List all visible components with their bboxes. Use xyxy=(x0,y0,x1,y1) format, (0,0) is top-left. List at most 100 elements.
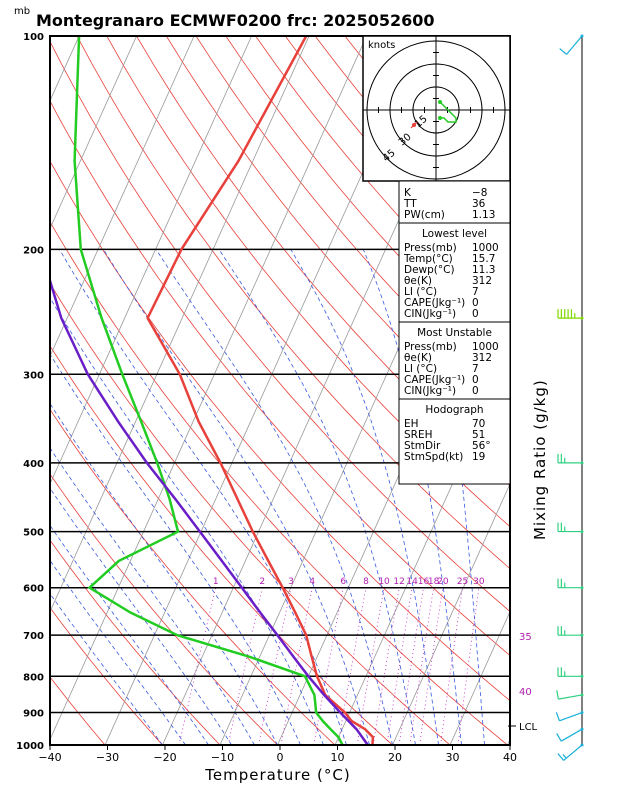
index-label: θe(K) xyxy=(404,352,432,364)
hodograph-trace xyxy=(439,101,457,123)
mixing-ratio-label: 14 xyxy=(406,577,418,587)
storm-motion-tick xyxy=(410,121,418,129)
wind-barb-flag xyxy=(557,753,565,761)
wind-barb-base xyxy=(580,711,584,715)
hodograph-point xyxy=(438,100,442,104)
index-label: StmSpd(kt) xyxy=(404,451,463,463)
table-section-heading: Most Unstable xyxy=(417,327,492,339)
index-label: SREH xyxy=(404,429,433,441)
wind-barb-staff xyxy=(558,694,583,700)
index-label: LI (°C) xyxy=(404,286,437,298)
x-tick-label: 30 xyxy=(446,751,460,764)
index-label: θe(K) xyxy=(404,275,432,287)
index-value: −8 xyxy=(472,187,487,199)
y-tick-label: 300 xyxy=(23,370,44,381)
theta-e-label: 40 xyxy=(519,687,532,698)
index-label: PW(cm) xyxy=(404,209,445,221)
table-section-heading: Lowest level xyxy=(422,228,487,240)
isotherm xyxy=(0,36,22,745)
wind-barb-flag xyxy=(559,48,567,55)
dry-adiabat xyxy=(50,607,163,745)
index-value: 312 xyxy=(472,275,492,287)
profile-parcel xyxy=(50,276,369,745)
dry-adiabat xyxy=(50,40,510,613)
x-tick-label: −10 xyxy=(211,751,234,764)
profile-dewpoint xyxy=(73,36,344,745)
mixing-ratio-label: 2 xyxy=(259,577,265,587)
mixing-ratio-axis-title: Mixing Ratio (g/kg) xyxy=(531,379,549,540)
wind-barb-base xyxy=(580,586,584,590)
wind-barb-base xyxy=(580,674,584,678)
wind-barb-profile xyxy=(555,34,584,761)
x-axis-title: Temperature (°C) xyxy=(204,766,350,784)
y-tick-label: 800 xyxy=(23,672,44,683)
wind-barb-staff xyxy=(560,728,583,742)
wind-barb-base xyxy=(580,633,584,637)
mixing-ratio-label: 1 xyxy=(213,577,219,587)
mixing-ratio-label: 8 xyxy=(363,577,369,587)
wind-barb-base xyxy=(580,693,584,697)
table-section-heading: Hodograph xyxy=(425,404,483,416)
wind-barb-staff xyxy=(566,35,583,55)
index-value: 19 xyxy=(472,451,485,463)
wind-barb-flag xyxy=(555,712,561,721)
index-label: CIN(Jkg⁻¹) xyxy=(404,385,456,397)
index-label: EH xyxy=(404,418,419,430)
index-value: 312 xyxy=(472,352,492,364)
index-value: 56° xyxy=(472,440,491,452)
dry-adiabat xyxy=(76,36,510,570)
index-value: 36 xyxy=(472,198,486,210)
isotherm xyxy=(50,36,252,485)
wind-barb-base xyxy=(580,727,584,731)
wind-barb-base xyxy=(580,743,584,747)
dry-adiabat xyxy=(136,36,510,487)
wind-barb-staff xyxy=(559,711,583,722)
dry-adiabat xyxy=(50,408,336,745)
mixing-ratio-label: 16 xyxy=(418,577,430,587)
wind-barb-base xyxy=(580,316,584,320)
index-value: 0 xyxy=(472,308,479,320)
theta-e-label: 35 xyxy=(519,632,532,643)
mixing-ratio-line xyxy=(227,587,263,745)
pressure-unit-label: mb xyxy=(14,6,30,17)
dry-adiabat xyxy=(50,539,221,745)
mixing-ratio-label: 4 xyxy=(309,577,315,587)
chart-title: Montegranaro ECMWF0200 frc: 2025052600 xyxy=(36,11,435,30)
mixing-ratio-label: 18 xyxy=(428,577,440,587)
mixing-ratio-line xyxy=(280,587,313,745)
index-label: StmDir xyxy=(404,440,441,452)
dry-adiabat xyxy=(50,100,510,657)
index-label: K xyxy=(404,187,412,199)
wind-barb-base xyxy=(580,34,584,38)
y-tick-label: 400 xyxy=(23,459,44,470)
mixing-ratio-label: 20 xyxy=(437,577,449,587)
x-tick-label: 40 xyxy=(503,751,517,764)
isotherm xyxy=(50,36,310,613)
mixing-ratio-label: 6 xyxy=(340,577,346,587)
moist-adiabat xyxy=(218,249,416,745)
wind-barb-flag xyxy=(556,690,559,700)
index-label: Dewp(°C) xyxy=(404,264,455,276)
y-tick-label: 100 xyxy=(23,32,44,43)
x-tick-label: −30 xyxy=(96,751,119,764)
index-label: LI (°C) xyxy=(404,363,437,375)
y-tick-label: 500 xyxy=(23,528,44,539)
index-value: 51 xyxy=(472,429,485,441)
isotherm xyxy=(50,36,195,358)
y-tick-label: 900 xyxy=(23,709,44,720)
profile-temperature xyxy=(146,36,375,745)
dry-adiabat xyxy=(50,345,393,745)
y-tick-label: 700 xyxy=(23,631,44,642)
index-value: 1.13 xyxy=(472,209,495,221)
dry-adiabat xyxy=(553,36,618,745)
index-label: CAPE(Jkg⁻¹) xyxy=(404,297,465,309)
mixing-ratio-line xyxy=(178,587,217,745)
index-value: 0 xyxy=(472,297,479,309)
dry-adiabat xyxy=(165,36,510,447)
index-label: Press(mb) xyxy=(404,341,457,353)
index-table: K −8 TT 36 PW(cm) 1.13 Lowest level Press(mb) 10… xyxy=(398,180,511,485)
hodograph-unit-label: knots xyxy=(368,40,395,51)
index-value: 11.3 xyxy=(472,264,495,276)
index-label: Press(mb) xyxy=(404,242,457,254)
